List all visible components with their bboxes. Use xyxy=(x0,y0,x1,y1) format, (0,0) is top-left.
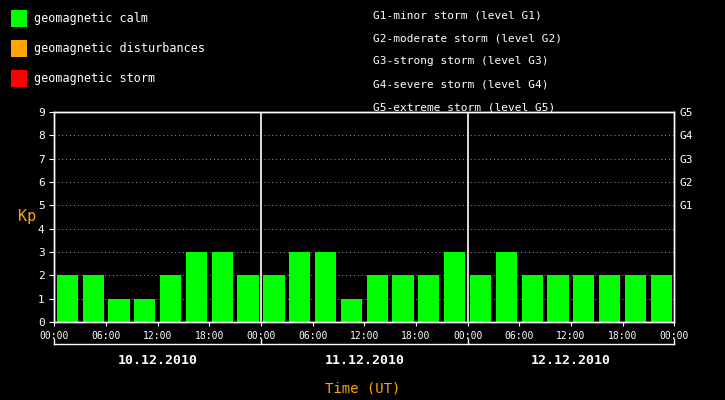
Bar xyxy=(573,275,594,322)
Bar xyxy=(263,275,284,322)
Bar xyxy=(625,275,646,322)
Bar xyxy=(341,299,362,322)
Bar xyxy=(134,299,155,322)
Bar xyxy=(289,252,310,322)
Bar xyxy=(599,275,621,322)
Text: G1-minor storm (level G1): G1-minor storm (level G1) xyxy=(373,10,542,20)
Bar xyxy=(496,252,517,322)
Text: G3-strong storm (level G3): G3-strong storm (level G3) xyxy=(373,56,549,66)
Bar xyxy=(57,275,78,322)
Text: G4-severe storm (level G4): G4-severe storm (level G4) xyxy=(373,80,549,90)
Bar xyxy=(212,252,233,322)
Bar xyxy=(444,252,465,322)
Bar xyxy=(392,275,414,322)
Text: 12.12.2010: 12.12.2010 xyxy=(531,354,611,367)
Bar xyxy=(83,275,104,322)
Bar xyxy=(367,275,388,322)
Text: Time (UT): Time (UT) xyxy=(325,382,400,396)
Bar xyxy=(315,252,336,322)
Text: G5-extreme storm (level G5): G5-extreme storm (level G5) xyxy=(373,103,555,113)
Bar xyxy=(547,275,568,322)
Text: geomagnetic disturbances: geomagnetic disturbances xyxy=(34,42,205,55)
Bar xyxy=(160,275,181,322)
Bar xyxy=(521,275,543,322)
Text: 11.12.2010: 11.12.2010 xyxy=(324,354,405,367)
Text: G2-moderate storm (level G2): G2-moderate storm (level G2) xyxy=(373,33,563,43)
Bar xyxy=(470,275,491,322)
Bar xyxy=(651,275,672,322)
Bar xyxy=(186,252,207,322)
Y-axis label: Kp: Kp xyxy=(17,210,36,224)
Text: geomagnetic calm: geomagnetic calm xyxy=(34,12,148,25)
Bar xyxy=(238,275,259,322)
Text: 10.12.2010: 10.12.2010 xyxy=(117,354,198,367)
Bar xyxy=(108,299,130,322)
Text: geomagnetic storm: geomagnetic storm xyxy=(34,72,155,85)
Bar xyxy=(418,275,439,322)
